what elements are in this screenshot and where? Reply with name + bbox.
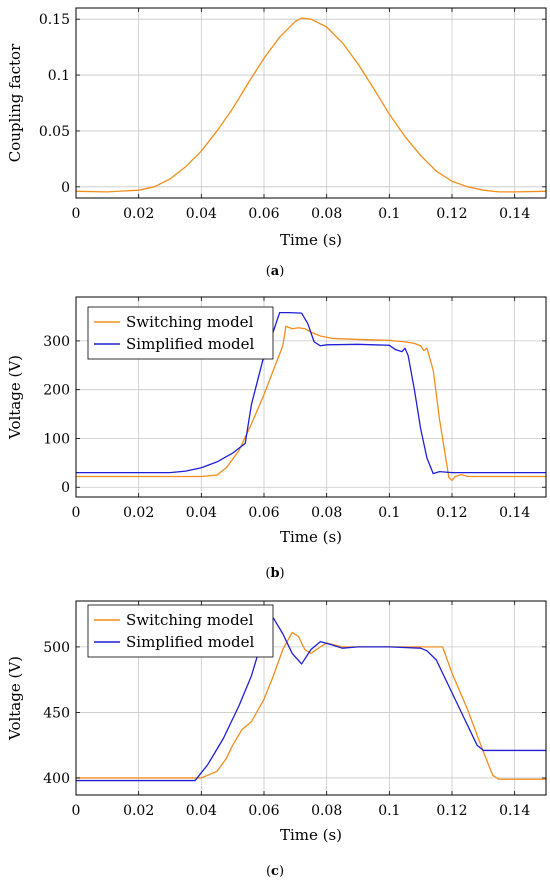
panel-c-caption-letter: c (271, 864, 279, 879)
panel-b-y-ticks: 0 100 200 300 (43, 334, 546, 496)
b-x-tick-label-1: 0.02 (123, 505, 154, 521)
c-legend-label-0: Switching model (126, 611, 254, 629)
panel-c: 0 0.02 0.04 0.06 0.08 0.1 0.12 0.14 400 450 500 S… (6, 600, 547, 879)
panel-a-frame (75, 7, 547, 199)
b-y-tick-label-2: 200 (43, 383, 70, 399)
panel-b-x-label: Time (s) (280, 528, 342, 546)
c-x-tick-label-2: 0.04 (186, 803, 217, 819)
a-x-tick-label-2: 0.04 (186, 206, 217, 222)
panel-b-caption: (b) (265, 566, 284, 581)
c-x-tick-label-1: 0.02 (123, 803, 154, 819)
panel-c-x-ticks: 0 0.02 0.04 0.06 0.08 0.1 0.12 0.14 (72, 601, 530, 819)
a-y-tick-label-3: 0.15 (39, 12, 70, 28)
panel-b-y-label: Voltage (V) (6, 355, 24, 440)
c-y-tick-label-1: 450 (43, 705, 70, 721)
panel-a-grid (75, 8, 546, 198)
c-series-line-1 (76, 617, 546, 782)
panel-a-lines (75, 17, 547, 193)
b-series-line-1 (76, 311, 546, 475)
b-x-tick-label-2: 0.04 (186, 505, 217, 521)
b-y-tick-label-3: 300 (43, 334, 70, 350)
b-x-tick-label-3: 0.06 (248, 505, 279, 521)
b-y-tick-label-1: 100 (43, 431, 70, 447)
a-series-line-0 (75, 17, 547, 193)
c-legend-label-1: Simplified model (126, 633, 254, 651)
panel-b-x-ticks: 0 0.02 0.04 0.06 0.08 0.1 0.12 0.14 (72, 297, 530, 521)
b-legend-label-0: Switching model (126, 313, 254, 331)
a-y-tick-label-2: 0.1 (48, 68, 70, 84)
c-y-tick-label-2: 500 (43, 640, 70, 656)
panel-c-frame (75, 600, 547, 796)
a-y-tick-label-1: 0.05 (39, 124, 70, 140)
panel-a: 0 0.02 0.04 0.06 0.08 0.1 0.12 0.14 0 0.05 0.1 0.1… (6, 7, 547, 279)
panel-c-y-label: Voltage (V) (6, 656, 24, 741)
b-x-tick-label-0: 0 (72, 505, 81, 521)
b-series-line-0 (76, 325, 546, 482)
panel-c-y-ticks: 400 450 500 (43, 640, 546, 787)
b-legend-label-1: Simplified model (126, 335, 254, 353)
panel-b-legend: Switching model Simplified model (87, 306, 274, 360)
a-x-tick-label-6: 0.12 (436, 206, 467, 222)
c-x-tick-label-7: 0.14 (499, 803, 530, 819)
b-x-tick-label-7: 0.14 (499, 505, 530, 521)
b-x-tick-label-5: 0.1 (378, 505, 400, 521)
c-x-tick-label-6: 0.12 (436, 803, 467, 819)
panel-a-caption: (a) (266, 264, 285, 279)
panel-a-caption-letter: a (271, 264, 280, 279)
a-x-tick-label-5: 0.1 (378, 206, 400, 222)
panel-a-y-label: Coupling factor (6, 43, 24, 162)
panel-a-x-ticks: 0 0.02 0.04 0.06 0.08 0.1 0.12 0.14 (72, 8, 530, 222)
a-x-tick-label-4: 0.08 (311, 206, 342, 222)
c-x-tick-label-0: 0 (72, 803, 81, 819)
panel-b-caption-letter: b (270, 566, 279, 581)
c-y-tick-label-0: 400 (43, 771, 70, 787)
c-x-tick-label-4: 0.08 (311, 803, 342, 819)
c-x-tick-label-3: 0.06 (248, 803, 279, 819)
panel-b: 0 0.02 0.04 0.06 0.08 0.1 0.12 0.14 0100200300 … (6, 296, 547, 581)
panel-b-lines (76, 311, 546, 482)
panel-b-frame (75, 296, 547, 498)
panel-c-legend: Switching model Simplified model (87, 604, 274, 658)
a-y-tick-label-0: 0 (61, 180, 70, 196)
c-legend-frame (87, 604, 274, 658)
panel-a-y-ticks: 0 0.05 0.1 0.15 (39, 12, 546, 196)
c-series-line-0 (76, 631, 546, 780)
a-x-tick-label-1: 0.02 (123, 206, 154, 222)
panel-c-x-label: Time (s) (280, 826, 342, 844)
panel-c-caption: (c) (266, 864, 284, 879)
a-x-tick-label-7: 0.14 (499, 206, 530, 222)
a-x-tick-label-0: 0 (72, 206, 81, 222)
b-legend-frame (87, 306, 274, 360)
a-x-tick-label-3: 0.06 (248, 206, 279, 222)
panel-c-lines (76, 617, 546, 782)
b-y-tick-label-0: 0 (61, 480, 70, 496)
b-x-tick-label-6: 0.12 (436, 505, 467, 521)
b-x-tick-label-4: 0.08 (311, 505, 342, 521)
c-x-tick-label-5: 0.1 (378, 803, 400, 819)
panel-a-x-label: Time (s) (280, 231, 342, 249)
